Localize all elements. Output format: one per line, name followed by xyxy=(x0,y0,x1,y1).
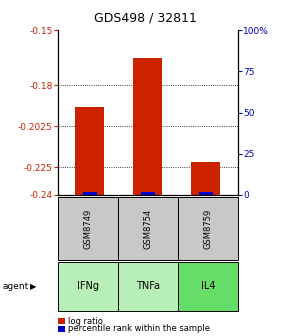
Text: GDS498 / 32811: GDS498 / 32811 xyxy=(94,12,196,25)
Text: TNFa: TNFa xyxy=(136,282,160,291)
Text: GSM8754: GSM8754 xyxy=(143,208,153,249)
Bar xyxy=(191,162,220,195)
Text: IFNg: IFNg xyxy=(77,282,99,291)
Bar xyxy=(75,107,104,195)
Bar xyxy=(83,192,97,195)
Text: GSM8749: GSM8749 xyxy=(84,208,93,249)
Text: ▶: ▶ xyxy=(30,282,37,291)
Bar xyxy=(141,192,155,195)
Text: agent: agent xyxy=(3,282,29,291)
Text: log ratio: log ratio xyxy=(68,317,103,326)
Text: percentile rank within the sample: percentile rank within the sample xyxy=(68,325,210,333)
Text: IL4: IL4 xyxy=(201,282,215,291)
Bar xyxy=(133,58,162,195)
Bar xyxy=(199,192,213,195)
Text: GSM8759: GSM8759 xyxy=(203,208,212,249)
